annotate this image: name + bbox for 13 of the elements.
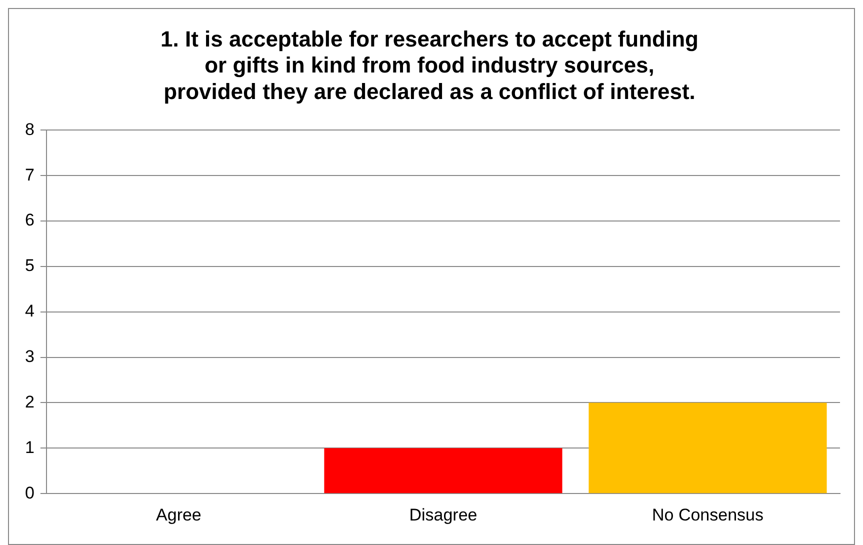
y-tick-label: 3 [24, 347, 34, 366]
y-tick-label: 7 [24, 165, 34, 184]
x-tick-label: No Consensus [652, 505, 764, 524]
y-tick-label: 6 [24, 210, 34, 230]
y-tick-label: 4 [24, 302, 34, 321]
y-tick-label: 1 [24, 438, 34, 457]
y-tick-label: 8 [24, 120, 34, 139]
y-tick-label: 2 [24, 392, 34, 412]
y-tick-label: 5 [24, 256, 34, 276]
chart-title: 1. It is acceptable for researchers to accept funding or gifts in kind from food industry sources, provided they are declared as a conflict of interest. [160, 26, 698, 104]
x-tick-label: Disagree [409, 505, 478, 524]
x-tick-label: Agree [156, 505, 202, 524]
y-tick-label: 0 [24, 483, 34, 502]
